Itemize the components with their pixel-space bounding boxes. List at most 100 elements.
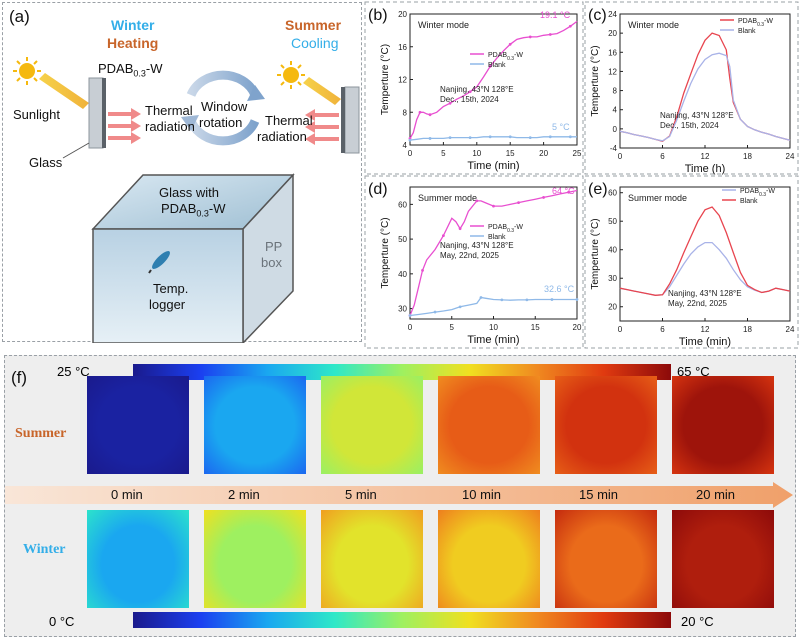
top-scale-max: 65 °C xyxy=(677,364,710,379)
time-label: 5 min xyxy=(345,487,377,502)
panel-label: (e) xyxy=(588,181,608,198)
pp-label: PP xyxy=(265,239,283,254)
time-label: 10 min xyxy=(462,487,502,502)
y-tick-label: 20 xyxy=(608,303,617,312)
x-tick-label: 6 xyxy=(660,152,665,161)
y-tick-label: 12 xyxy=(398,76,407,85)
sunlight-arrow xyxy=(39,73,89,109)
sun-icon xyxy=(13,57,41,85)
legend-label: Blank xyxy=(740,198,758,205)
data-point xyxy=(433,310,437,314)
location-label: Nanjing, 43°N 128°E xyxy=(440,85,514,94)
x-tick-label: 12 xyxy=(701,325,710,334)
pp-box xyxy=(91,173,295,345)
box-glass-label: Glass with xyxy=(159,185,219,200)
summer-label: Summer xyxy=(285,17,342,33)
y-tick-label: 50 xyxy=(398,235,407,244)
y-tick-label: -4 xyxy=(610,144,618,153)
summer-thermal-image xyxy=(204,376,306,474)
x-tick-label: 20 xyxy=(539,149,548,158)
location-label: Nanjing, 43°N 128°E xyxy=(668,289,742,298)
bottom-scale-max: 20 °C xyxy=(681,614,714,629)
winter-thermal-image xyxy=(438,510,540,608)
summer-thermal-image xyxy=(321,376,423,474)
x-tick-label: 18 xyxy=(743,325,752,334)
chart-title: Summer mode xyxy=(628,193,687,203)
series-line xyxy=(619,206,791,296)
x-tick-label: 15 xyxy=(531,323,540,332)
temp-label: Temp. xyxy=(153,281,189,296)
sunlight-arrow xyxy=(303,77,341,105)
panel-a-schematic xyxy=(13,57,360,345)
x-tick-label: 5 xyxy=(450,323,455,332)
legend-label: PDAB0.3-W xyxy=(740,188,775,198)
data-point xyxy=(528,35,532,39)
peak-value-label: 19.1 °C xyxy=(540,10,571,20)
x-tick-label: 15 xyxy=(506,149,515,158)
series-line xyxy=(409,189,578,316)
data-point xyxy=(442,234,445,238)
x-tick-label: 10 xyxy=(489,323,498,332)
y-tick-label: 40 xyxy=(398,270,407,279)
x-tick-label: 0 xyxy=(408,323,413,332)
x-tick-label: 6 xyxy=(660,325,665,334)
y-tick-label: 4 xyxy=(403,141,408,150)
x-axis-label: Time (min) xyxy=(467,160,519,172)
x-tick-label: 25 xyxy=(573,149,582,158)
x-tick-label: 24 xyxy=(786,325,795,334)
panel-f: (f) 25 °C 65 °C Summer Winter 0 min 2 min… xyxy=(4,355,796,637)
winter-row-label: Winter xyxy=(23,542,66,557)
data-point xyxy=(517,201,520,205)
y-tick-label: 8 xyxy=(403,108,408,117)
data-point xyxy=(428,113,432,117)
thermal-radiation-arrows-right xyxy=(305,109,339,145)
series-line xyxy=(409,296,577,317)
panel-label: (b) xyxy=(368,7,388,24)
winter-label: Winter xyxy=(111,17,155,33)
time-label: 20 min xyxy=(696,487,736,502)
radiation-label-left: radiation xyxy=(145,119,195,134)
y-tick-label: 4 xyxy=(613,106,618,115)
x-axis-label: Time (min) xyxy=(679,336,731,348)
film-layer-left xyxy=(102,78,106,148)
rotation-arrows-icon xyxy=(181,70,265,146)
data-point xyxy=(418,110,422,114)
data-point xyxy=(525,298,529,302)
glass-label: Glass xyxy=(29,155,63,170)
panel-label: (d) xyxy=(368,181,388,198)
end-value-label: 32.6 °C xyxy=(544,284,575,294)
sun-icon xyxy=(277,61,305,89)
y-tick-label: 20 xyxy=(398,10,407,19)
data-point xyxy=(479,296,483,299)
bottom-color-scale xyxy=(133,612,671,628)
data-point xyxy=(542,196,545,199)
y-tick-label: 60 xyxy=(398,200,407,209)
data-point xyxy=(488,65,492,68)
panel-a: (a) Winter Heating Summer Cooling PDAB0.… xyxy=(2,2,362,345)
box-label: box xyxy=(261,255,282,270)
y-tick-label: 16 xyxy=(398,43,407,52)
data-point xyxy=(458,227,462,231)
x-tick-label: 18 xyxy=(743,152,752,161)
winter-thermal-image xyxy=(87,510,189,608)
series-line xyxy=(409,20,578,139)
data-point xyxy=(567,190,571,194)
peak-value-label: 64 °C xyxy=(552,186,575,196)
winter-thermal-image xyxy=(321,510,423,608)
data-point xyxy=(468,90,472,94)
x-tick-label: 0 xyxy=(618,325,623,334)
y-tick-label: 30 xyxy=(398,305,407,314)
heating-label: Heating xyxy=(107,35,159,51)
time-arrow xyxy=(5,482,793,508)
rotation-label: rotation xyxy=(199,115,243,130)
date-label: May, 22nd, 2025 xyxy=(668,299,728,308)
y-tick-label: 20 xyxy=(608,29,617,38)
summer-thermal-image xyxy=(672,376,774,474)
x-axis-label: Time (min) xyxy=(467,334,519,346)
summer-thermal-image xyxy=(87,376,189,474)
date-label: Dec., 15th, 2024 xyxy=(440,95,499,104)
data-point xyxy=(421,268,424,272)
location-label: Nanjing, 43°N 128°E xyxy=(440,241,514,250)
y-axis-label: Temperture (°C) xyxy=(380,217,391,288)
data-point xyxy=(548,33,552,36)
